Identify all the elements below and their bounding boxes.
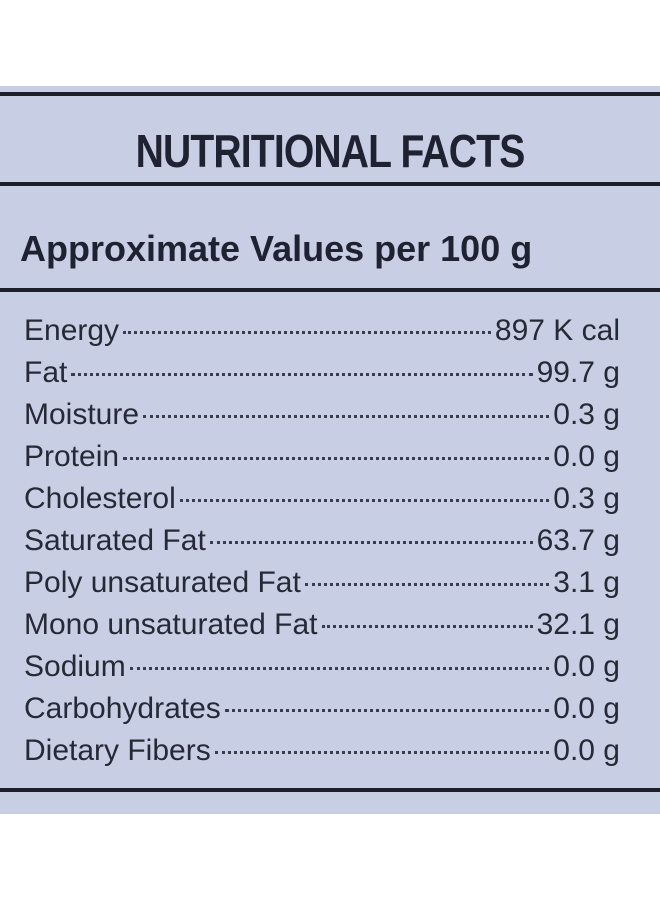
nutrient-name: Moisture <box>24 398 140 431</box>
nutrient-value: 0.0 g <box>553 650 620 683</box>
nutrient-value: 897 K cal <box>494 314 620 347</box>
dot-leader <box>71 373 533 376</box>
nutrient-row: Sodium 0.0 g <box>24 650 620 692</box>
dot-leader <box>321 625 533 628</box>
subtitle-rule <box>0 288 660 292</box>
nutrient-value: 32.1 g <box>536 608 620 641</box>
dot-leader <box>209 541 533 544</box>
dot-leader <box>214 751 550 754</box>
nutrient-name: Fat <box>24 356 68 389</box>
dot-leader <box>304 583 550 586</box>
top-rule <box>0 92 660 96</box>
nutrient-value: 0.0 g <box>553 734 620 767</box>
nutrient-row: Carbohydrates 0.0 g <box>24 692 620 734</box>
nutrient-row: Fat 99.7 g <box>24 356 620 398</box>
nutrient-value: 0.3 g <box>553 482 620 515</box>
nutrient-name: Carbohydrates <box>24 692 221 725</box>
nutrient-row: Energy 897 K cal <box>24 314 620 356</box>
nutrient-name: Mono unsaturated Fat <box>24 608 318 641</box>
nutrient-row: Protein 0.0 g <box>24 440 620 482</box>
nutrient-name: Energy <box>24 314 120 347</box>
nutrient-value: 0.0 g <box>553 692 620 725</box>
title-rule <box>0 182 660 186</box>
dot-leader <box>179 499 550 502</box>
dot-leader <box>123 331 491 334</box>
nutrient-name: Protein <box>24 440 120 473</box>
dot-leader <box>224 709 550 712</box>
nutrient-name: Saturated Fat <box>24 524 206 557</box>
dot-leader <box>129 667 550 670</box>
nutrient-row: Poly unsaturated Fat 3.1 g <box>24 566 620 608</box>
nutrient-value: 99.7 g <box>536 356 620 389</box>
nutrient-value: 63.7 g <box>536 524 620 557</box>
nutrient-row: Mono unsaturated Fat 32.1 g <box>24 608 620 650</box>
title: NUTRITIONAL FACTS <box>135 125 526 177</box>
nutrient-value: 3.1 g <box>553 566 620 599</box>
bottom-rule <box>0 788 660 792</box>
nutrient-row: Dietary Fibers 0.0 g <box>24 734 620 776</box>
nutrition-label: NUTRITIONAL FACTS Approximate Values per… <box>0 86 660 814</box>
nutrient-value: 0.0 g <box>553 440 620 473</box>
nutrient-name: Poly unsaturated Fat <box>24 566 301 599</box>
nutrient-name: Sodium <box>24 650 126 683</box>
subtitle: Approximate Values per 100 g <box>20 228 533 269</box>
nutrient-value: 0.3 g <box>553 398 620 431</box>
nutrient-row: Moisture 0.3 g <box>24 398 620 440</box>
dot-leader <box>123 457 550 460</box>
nutrient-table: Energy 897 K cal Fat 99.7 g Moisture 0.3 g Pro… <box>24 314 620 776</box>
nutrient-name: Cholesterol <box>24 482 176 515</box>
nutrient-row: Cholesterol 0.3 g <box>24 482 620 524</box>
dot-leader <box>143 415 550 418</box>
nutrient-name: Dietary Fibers <box>24 734 211 767</box>
nutrient-row: Saturated Fat 63.7 g <box>24 524 620 566</box>
